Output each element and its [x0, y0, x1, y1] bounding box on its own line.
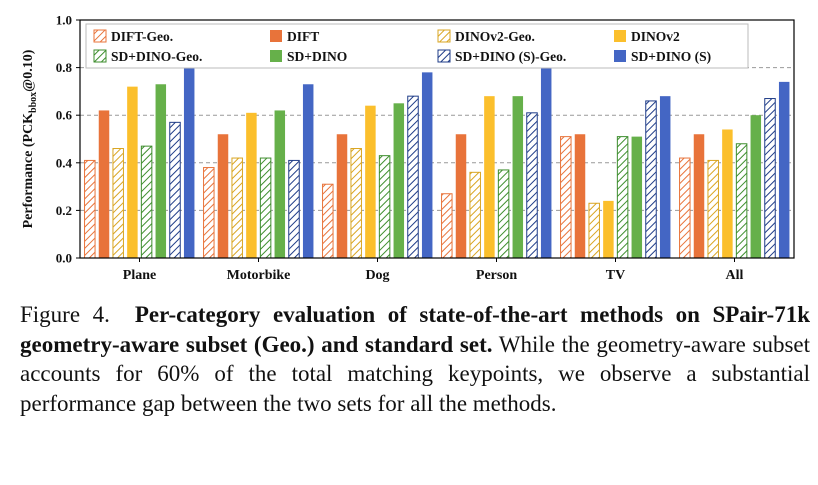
y-axis-label-tail: @0.10)	[21, 49, 36, 92]
x-tick-label: Dog	[365, 268, 389, 283]
axes	[79, 19, 795, 259]
legend-swatch	[614, 50, 626, 62]
legend-swatch	[93, 29, 107, 43]
legend-swatch	[614, 30, 626, 42]
bar	[722, 129, 733, 258]
bar	[693, 134, 705, 258]
bar	[603, 200, 614, 258]
bar	[217, 134, 229, 258]
bar	[560, 136, 572, 259]
y-tick-label: 0.8	[56, 60, 73, 75]
bar	[441, 193, 453, 259]
bar	[259, 157, 272, 259]
bar	[526, 112, 538, 259]
y-axis-label-sub: bbox	[28, 92, 39, 113]
bar	[378, 155, 391, 259]
x-tick-label: Motorbike	[227, 268, 291, 283]
bar	[336, 134, 348, 258]
legend-label: SD+DINO-Geo.	[111, 49, 202, 64]
bar	[421, 72, 433, 258]
bar	[140, 145, 153, 259]
bar	[365, 105, 376, 259]
bar	[455, 134, 467, 258]
bar	[735, 143, 748, 259]
bar	[778, 81, 790, 258]
bar	[574, 134, 586, 258]
bar	[631, 136, 643, 258]
bar	[274, 110, 286, 258]
legend-box	[85, 23, 749, 69]
y-tick-label: 0.2	[56, 203, 72, 218]
y-tick-label: 0.4	[56, 155, 73, 170]
caption-prefix: Figure 4.	[20, 302, 110, 327]
legend-label: DINOv2-Geo.	[455, 29, 535, 44]
bar	[512, 96, 524, 258]
legend-label: DINOv2	[631, 29, 680, 44]
bar	[540, 67, 552, 258]
bar	[407, 95, 419, 259]
legend-swatch	[270, 50, 282, 62]
legend-swatch	[437, 29, 451, 43]
bar	[350, 148, 362, 259]
bar	[484, 96, 495, 258]
x-tick-label: Plane	[123, 268, 156, 283]
x-tick-labels: Plane Motorbike Dog Person TV All	[123, 258, 744, 283]
x-tick-label: TV	[606, 268, 625, 283]
x-tick-label: All	[726, 268, 744, 283]
bar	[750, 115, 762, 258]
bar	[707, 159, 719, 259]
bar	[588, 202, 600, 259]
bar	[84, 159, 96, 259]
legend: DIFT-Geo. DIFT DINOv2-Geo. DINOv2 SD+DINO-Ge…	[85, 23, 749, 69]
legend-label: DIFT-Geo.	[111, 29, 173, 44]
bar	[155, 84, 167, 258]
figure-caption: Figure 4. Per-category evaluation of sta…	[20, 300, 810, 418]
bar	[231, 157, 243, 259]
bar	[497, 169, 510, 259]
legend-swatch	[437, 49, 451, 63]
caption-bold: Per-category evaluation of state-of-the-…	[20, 302, 810, 357]
caption-body: While the geometry-aware subset accounts…	[20, 331, 810, 416]
y-tick-label: 0.6	[56, 108, 73, 123]
bar	[764, 98, 776, 259]
legend-label: SD+DINO (S)-Geo.	[455, 49, 566, 64]
bar	[288, 159, 300, 259]
bar	[112, 148, 124, 259]
bars	[84, 67, 790, 259]
x-tick-label: Person	[476, 268, 517, 283]
legend-label: SD+DINO	[287, 49, 347, 64]
bar	[645, 100, 657, 259]
legend-label: DIFT	[287, 29, 319, 44]
bar	[469, 171, 481, 259]
legend-label: SD+DINO (S)	[631, 49, 711, 64]
legend-swatch	[270, 30, 282, 42]
bar	[679, 157, 691, 259]
bar	[98, 110, 110, 258]
bar	[393, 103, 405, 258]
y-tick-labels: 0.0 0.2 0.4 0.6 0.8 1.0	[56, 13, 80, 266]
y-tick-label: 1.0	[56, 13, 72, 28]
bar	[203, 167, 215, 259]
y-tick-label: 0.0	[56, 251, 72, 266]
bar	[659, 96, 671, 258]
bar	[246, 112, 257, 258]
bar	[127, 86, 138, 258]
bar	[302, 84, 314, 258]
bar	[322, 183, 334, 259]
legend-swatch	[93, 49, 107, 63]
y-axis-label-main: Performance (PCK	[21, 113, 36, 229]
bar-chart: 0.0 0.2 0.4 0.6 0.8 1.0 Plane Motorbike Dog Pers…	[21, 13, 795, 283]
y-axis-label: Performance (PCKbbox@0.10)	[21, 49, 39, 228]
bar	[616, 136, 629, 259]
bar	[183, 67, 195, 258]
plot-frame	[79, 19, 795, 259]
bar	[169, 121, 181, 259]
